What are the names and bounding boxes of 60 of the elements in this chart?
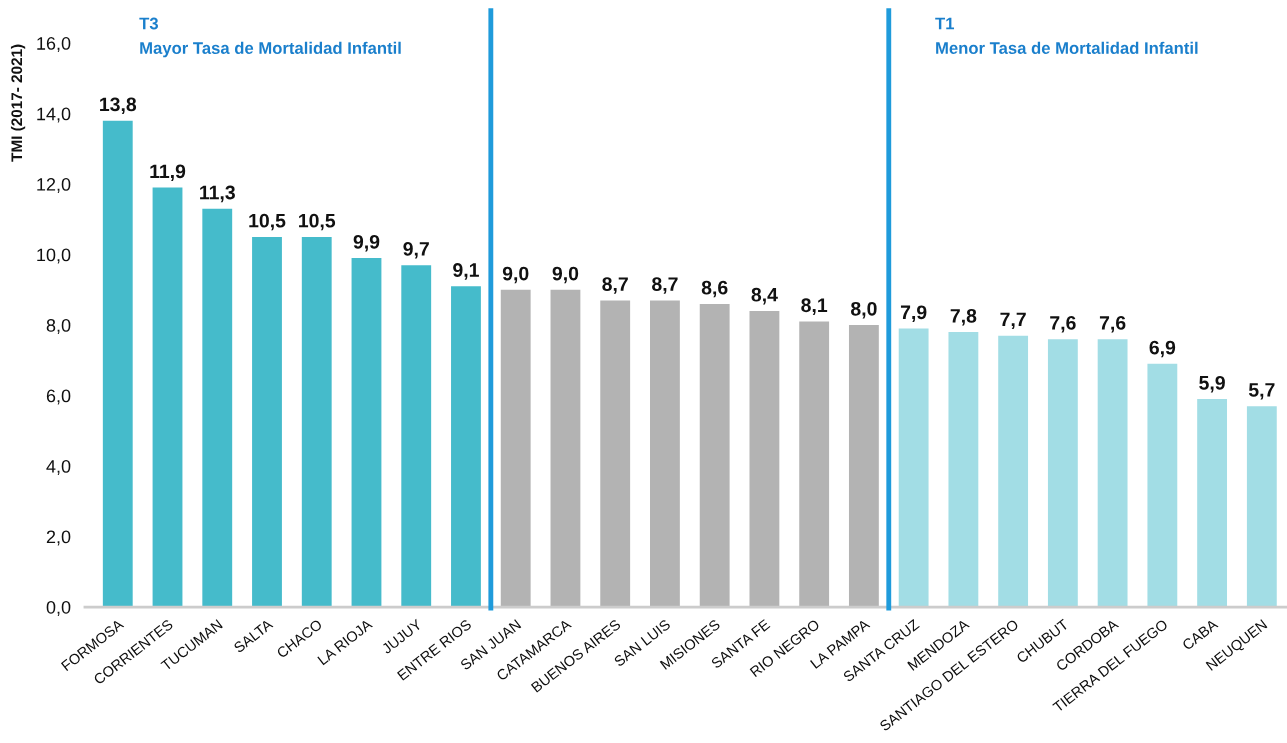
data-label: 9,0: [552, 266, 579, 284]
data-label: 10,5: [249, 213, 286, 231]
y-tick-label: 0,0: [46, 600, 71, 616]
y-tick-label: 10,0: [37, 248, 71, 264]
data-label: 5,9: [1199, 375, 1225, 393]
data-label: 8,7: [602, 277, 628, 294]
y-tick-label: 8,0: [46, 319, 71, 334]
data-label: 8,4: [751, 287, 778, 305]
bar: [799, 321, 830, 608]
data-label: 5,7: [1248, 383, 1275, 400]
bar: [650, 300, 680, 608]
data-label: 7,7: [1000, 312, 1026, 330]
data-label: 11,3: [200, 185, 235, 203]
y-tick-label: 6,0: [46, 389, 71, 405]
bar: [401, 265, 432, 608]
data-label: 6,9: [1149, 340, 1176, 358]
data-label: 10,5: [299, 213, 336, 231]
bar: [699, 303, 730, 608]
data-label: 13,8: [100, 97, 137, 115]
bar: [1147, 363, 1178, 608]
data-label: 8,0: [851, 301, 877, 319]
data-label: 9,9: [353, 234, 380, 252]
y-tick-label: 12,0: [37, 178, 71, 193]
data-label: 9,0: [502, 266, 529, 284]
bar: [152, 187, 183, 608]
bar: [500, 289, 531, 608]
bar: [998, 335, 1029, 608]
data-label: 9,1: [453, 263, 479, 280]
y-tick-label: 14,0: [37, 107, 71, 123]
data-label: 11,9: [150, 164, 186, 182]
data-label: 9,7: [403, 241, 429, 259]
data-label: 8,7: [652, 277, 678, 294]
y-axis-title: TMI (2017- 2021): [10, 44, 26, 162]
bar: [1246, 406, 1277, 608]
data-label: 8,1: [801, 298, 828, 315]
annotation: T1 Menor Tasa de Mortalidad Infantil: [935, 17, 1198, 54]
data-label: 8,6: [701, 280, 728, 298]
data-label: 7,6: [1099, 315, 1126, 333]
bar: [948, 332, 979, 608]
bar: [301, 236, 332, 608]
bar: [550, 289, 581, 608]
data-label: 7,8: [950, 308, 977, 326]
y-tick-label: 16,0: [37, 37, 71, 52]
data-label: 7,9: [900, 305, 927, 323]
annotation: T3 Mayor Tasa de Mortalidad Infantil: [139, 17, 401, 58]
bar: [252, 236, 282, 608]
bar: [1197, 399, 1228, 608]
bar: [1097, 339, 1128, 608]
data-label: 7,6: [1050, 315, 1076, 333]
bar: [1047, 339, 1078, 608]
y-tick-label: 2,0: [46, 530, 71, 546]
bar: [600, 300, 631, 608]
bar: [202, 208, 233, 608]
y-tick-label: 4,0: [46, 459, 71, 475]
bar: [102, 120, 133, 608]
bar: [848, 325, 879, 608]
bar: [898, 328, 929, 608]
bar: [451, 286, 481, 608]
bar: [351, 258, 382, 608]
bar: [749, 310, 780, 608]
